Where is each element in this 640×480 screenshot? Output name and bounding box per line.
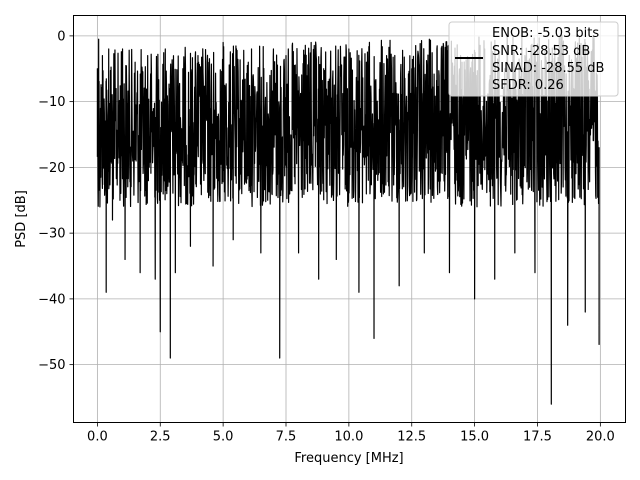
x-tick-label: 15.0 xyxy=(460,430,489,445)
y-axis-label: PSD [dB] xyxy=(14,190,29,248)
legend-enob: ENOB: -5.03 bits xyxy=(492,26,599,41)
legend-box xyxy=(448,21,619,97)
legend-snr: SNR: -28.53 dB xyxy=(492,44,590,59)
y-tick-label: −10 xyxy=(38,95,65,110)
legend-sinad: SINAD: -28.55 dB xyxy=(492,61,604,76)
x-tick-label: 0.0 xyxy=(87,430,108,445)
x-tick-label: 7.5 xyxy=(276,430,297,445)
x-tick-label: 20.0 xyxy=(586,430,615,445)
x-tick-label: 17.5 xyxy=(523,430,552,445)
legend-sfdr: SFDR: 0.26 xyxy=(492,78,564,93)
y-tick-label: −50 xyxy=(38,358,65,373)
x-tick-label: 12.5 xyxy=(397,430,426,445)
y-tick-label: −40 xyxy=(38,292,65,307)
x-axis-ticks: 0.0 2.5 5.0 7.5 10.0 12.5 15.0 17.5 20.0 xyxy=(87,422,615,445)
y-axis-ticks: 0 −10 −20 −30 −40 −50 xyxy=(38,29,74,373)
legend: ENOB: -5.03 bits SNR: -28.53 dB SINAD: -… xyxy=(448,21,619,97)
y-tick-label: 0 xyxy=(57,29,65,44)
x-tick-label: 2.5 xyxy=(150,430,171,445)
x-axis-label: Frequency [MHz] xyxy=(294,451,403,466)
x-tick-label: 5.0 xyxy=(213,430,234,445)
x-tick-label: 10.0 xyxy=(334,430,363,445)
y-tick-label: −30 xyxy=(38,227,65,242)
plot-frame xyxy=(73,15,626,423)
y-tick-label: −20 xyxy=(38,161,65,176)
